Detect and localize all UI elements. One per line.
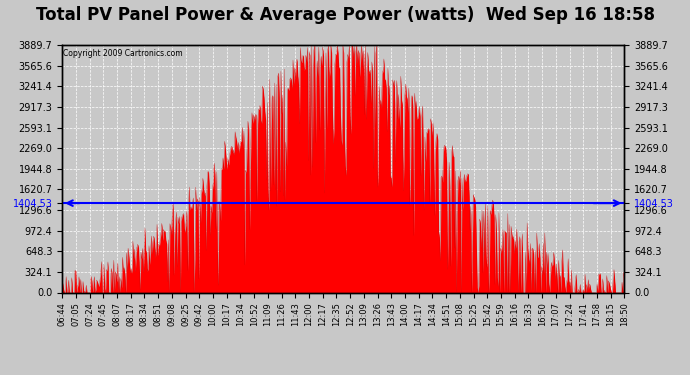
Text: Copyright 2009 Cartronics.com: Copyright 2009 Cartronics.com [63, 49, 183, 58]
Text: Total PV Panel Power & Average Power (watts)  Wed Sep 16 18:58: Total PV Panel Power & Average Power (wa… [35, 6, 655, 24]
